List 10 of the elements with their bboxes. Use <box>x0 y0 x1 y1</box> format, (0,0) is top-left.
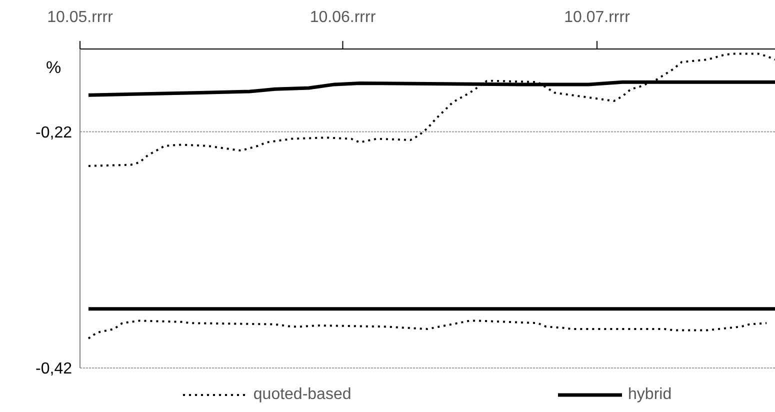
x-tick-label: 10.05.rrrr <box>47 9 114 26</box>
x-tick-label: 10.07.rrrr <box>564 9 631 26</box>
line-series <box>87 52 775 167</box>
y-axis-title: % <box>46 58 62 78</box>
legend-label: hybrid <box>628 386 672 404</box>
y-tick-label: -0,42 <box>36 360 72 378</box>
legend-label: quoted-based <box>253 386 352 404</box>
y-tick-label: -0,22 <box>36 124 72 142</box>
line-series <box>87 320 768 340</box>
x-tick-label: 10.06.rrrr <box>310 9 376 26</box>
